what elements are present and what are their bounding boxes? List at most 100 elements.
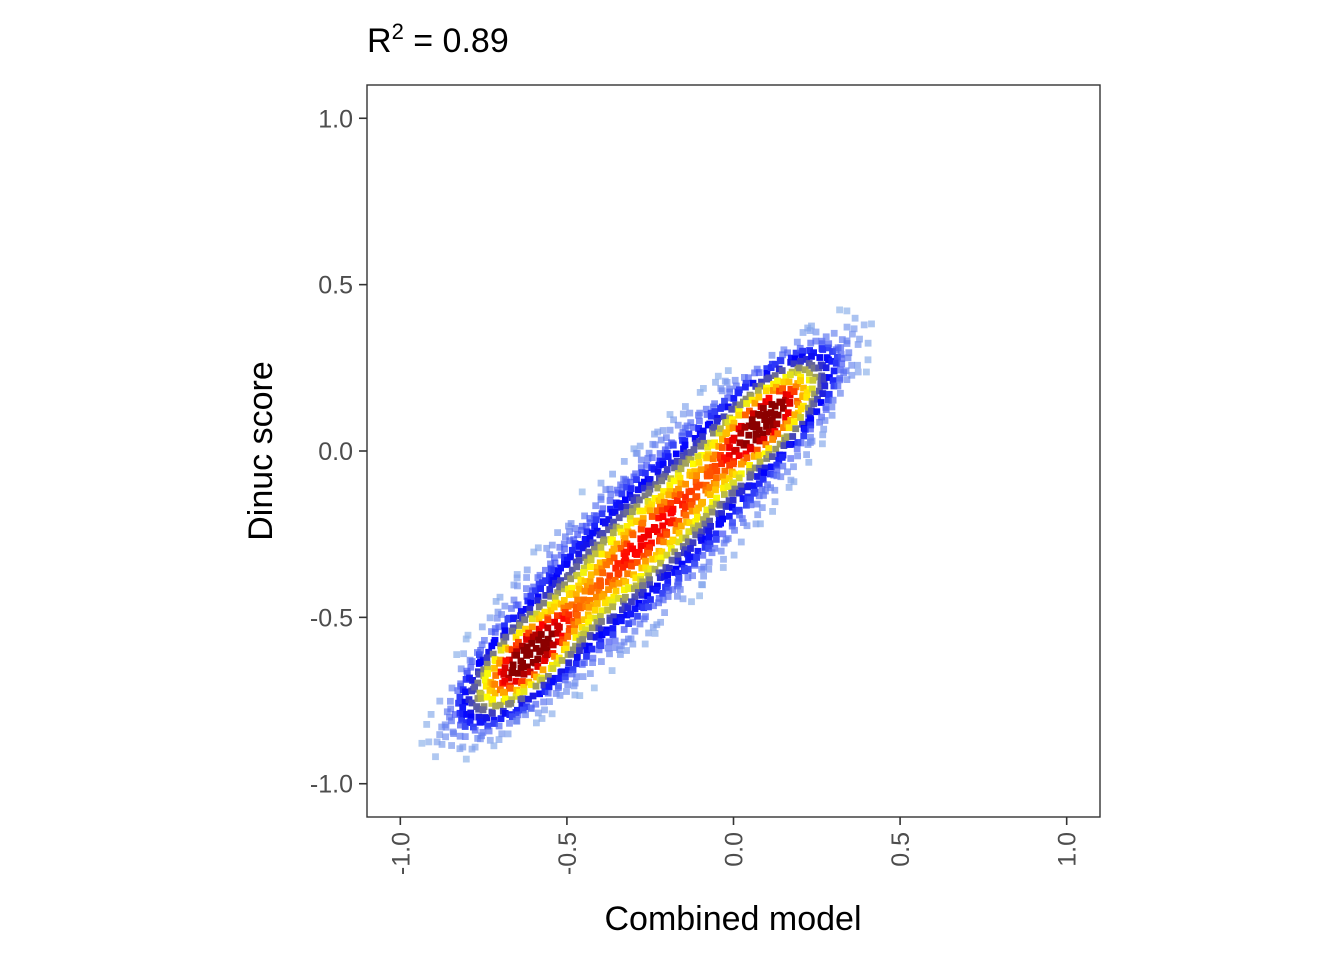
density-point: [564, 602, 572, 610]
density-point: [651, 441, 659, 449]
density-point: [510, 596, 518, 604]
density-point: [545, 673, 552, 680]
density-point: [838, 355, 846, 362]
density-point: [808, 385, 816, 393]
density-point: [599, 530, 607, 537]
density-point: [528, 705, 535, 712]
density-point: [828, 411, 836, 419]
density-point: [663, 551, 671, 559]
density-point: [459, 743, 467, 751]
density-point: [461, 733, 469, 740]
density-point: [627, 635, 635, 643]
density-point: [735, 389, 743, 397]
density-point: [640, 615, 648, 623]
density-point: [756, 458, 764, 466]
density-point: [807, 339, 815, 347]
density-point: [807, 425, 814, 433]
density-point: [462, 635, 470, 643]
density-point: [663, 531, 671, 538]
density-point: [657, 503, 665, 511]
density-point: [675, 517, 683, 525]
density-point: [519, 678, 527, 685]
density-point: [735, 474, 743, 482]
density-point: [730, 551, 738, 559]
density-point: [523, 636, 530, 643]
density-point: [609, 603, 616, 611]
density-point: [601, 599, 609, 607]
density-point: [478, 732, 485, 740]
density-point: [712, 536, 720, 543]
density-point: [797, 439, 805, 447]
density-point: [813, 408, 821, 416]
density-point: [553, 572, 561, 580]
density-point: [784, 468, 791, 476]
density-point: [717, 452, 724, 459]
density-point: [474, 679, 482, 687]
density-point: [519, 660, 526, 667]
density-point: [779, 351, 786, 359]
density-point: [558, 657, 566, 664]
density-point: [453, 651, 461, 658]
density-point: [597, 642, 605, 650]
density-point: [627, 610, 634, 618]
density-point: [624, 570, 631, 578]
density-point: [448, 717, 455, 725]
density-point: [484, 670, 491, 677]
density-point: [706, 540, 714, 548]
density-point: [744, 483, 751, 491]
density-point: [616, 500, 623, 507]
density-point: [491, 681, 499, 688]
density-point: [598, 631, 606, 639]
density-point: [477, 691, 485, 698]
density-point: [750, 489, 758, 497]
density-point: [781, 436, 789, 444]
density-point: [675, 575, 683, 582]
density-point: [491, 689, 499, 697]
density-point: [742, 379, 750, 387]
density-point: [702, 405, 710, 413]
density-point: [732, 401, 739, 409]
density-point: [582, 626, 589, 634]
density-point: [572, 642, 579, 650]
density-point: [582, 554, 589, 561]
density-point: [678, 560, 686, 568]
density-point: [805, 458, 813, 466]
density-point: [631, 627, 639, 635]
density-point: [793, 445, 801, 453]
density-point: [508, 669, 516, 677]
density-point: [656, 450, 664, 457]
density-point: [782, 391, 790, 398]
density-point: [557, 600, 565, 608]
density-point: [820, 376, 828, 384]
density-point: [808, 407, 815, 415]
density-point: [769, 508, 776, 515]
density-point: [532, 631, 539, 639]
density-point: [615, 514, 623, 522]
density-point: [772, 445, 780, 453]
density-point: [569, 646, 577, 654]
density-point: [534, 663, 542, 670]
density-point: [586, 515, 594, 522]
density-point: [717, 405, 724, 412]
density-point: [645, 603, 652, 611]
density-point: [583, 583, 591, 590]
density-point: [784, 349, 791, 357]
density-point: [763, 423, 770, 430]
density-point: [819, 390, 827, 397]
density-point: [631, 593, 639, 601]
density-point: [622, 496, 629, 504]
density-point: [496, 701, 504, 709]
density-point: [719, 515, 726, 523]
density-point: [501, 678, 509, 685]
density-point: [777, 473, 785, 481]
density-point: [822, 406, 830, 413]
density-point: [508, 627, 516, 635]
density-point: [528, 623, 536, 631]
density-point: [639, 582, 647, 589]
density-point: [700, 439, 708, 447]
density-point: [848, 371, 856, 379]
density-point: [549, 641, 557, 649]
density-point: [654, 582, 661, 590]
density-point: [501, 710, 509, 717]
density-point: [552, 599, 560, 607]
